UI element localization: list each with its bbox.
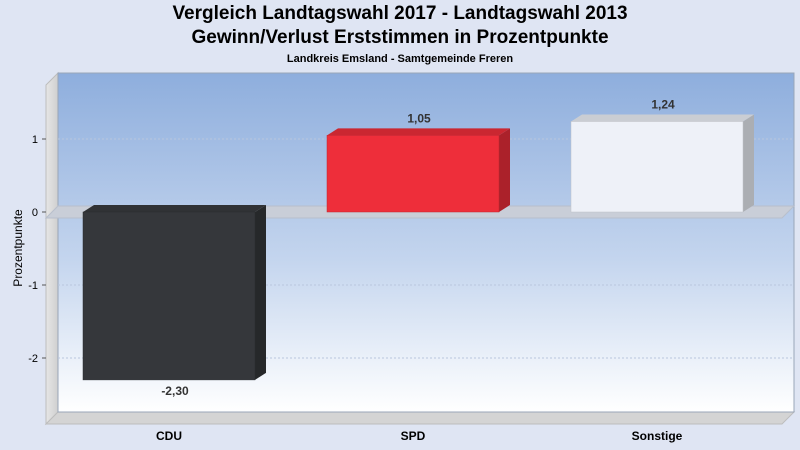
data-label: -2,30 [161,384,189,398]
chart-caption: Landkreis Emsland - Samtgemeinde Freren [286,53,514,65]
bar-front-face [570,121,744,213]
y-axis-label: Prozentpunkte [11,209,25,287]
chart-title: Vergleich Landtagswahl 2017 - Landtagswa… [172,3,628,24]
data-label: 1,24 [651,97,675,111]
bar-side-face [743,114,754,212]
bar-front-face [82,211,256,381]
bar-top-face [571,114,754,122]
y-tick-label: 0 [32,207,38,219]
bar-front-face [326,135,500,213]
bar-top-face [327,128,510,136]
y-tick-label: -1 [28,280,38,292]
bar-side-face [255,205,266,380]
bar-side-face [499,128,510,212]
y-tick-label: 1 [32,134,38,146]
bar-sonstige [570,114,754,213]
data-label: 1,05 [407,111,431,125]
y-tick-label: -2 [28,353,38,365]
x-tick-label: Sonstige [632,429,683,443]
x-tick-label: SPD [401,429,426,443]
bar-cdu [82,205,266,381]
x-tick-label: CDU [156,429,182,443]
bar-spd [326,128,510,213]
chart-subtitle: Gewinn/Verlust Erststimmen in Prozentpun… [191,27,609,48]
bar-top-face [83,205,266,212]
